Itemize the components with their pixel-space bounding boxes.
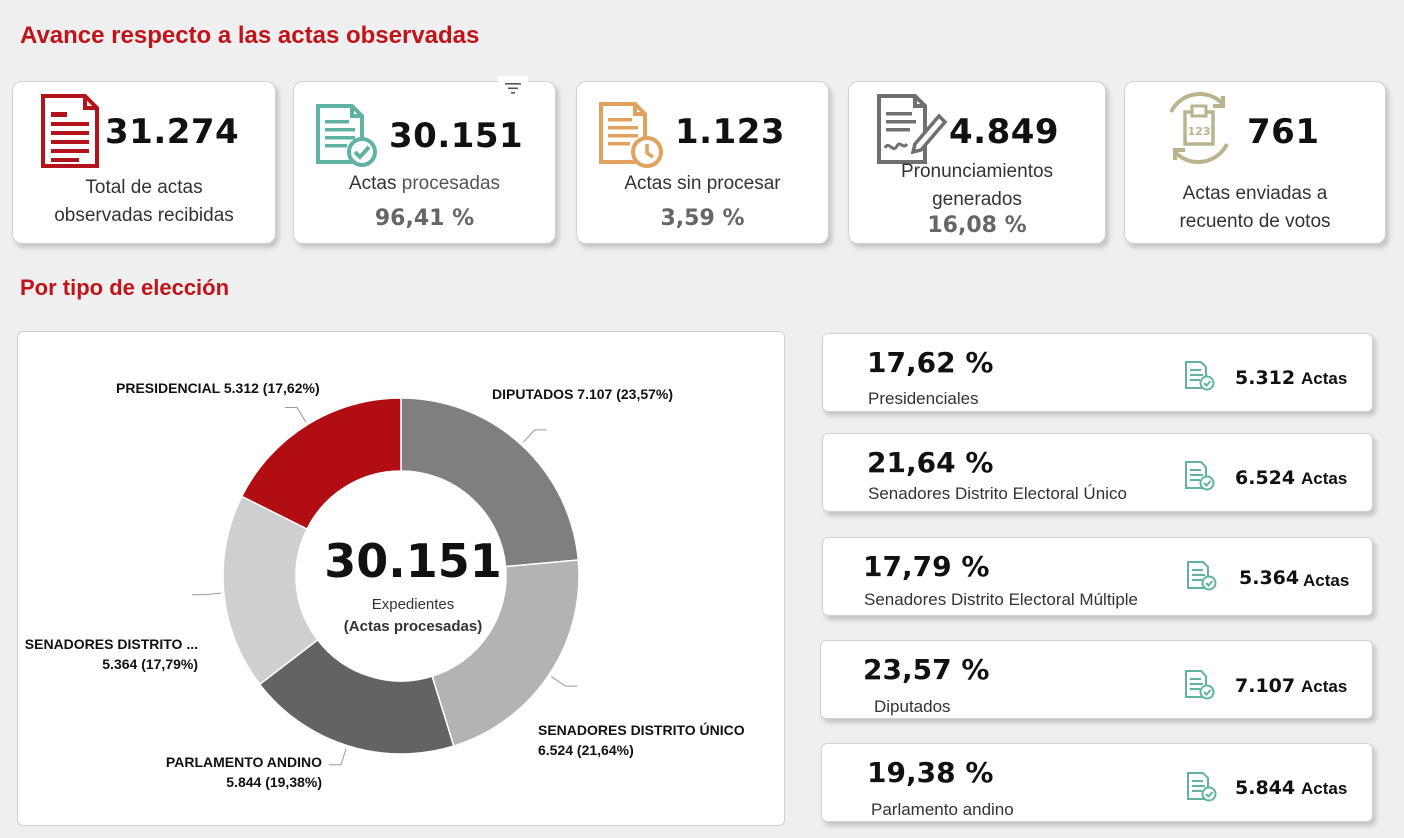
kpi-label-line1: Total de actas: [85, 177, 203, 198]
breakdown-count: 5.844: [1235, 777, 1296, 799]
kpi-label-line2: generados: [932, 189, 1022, 210]
donut-chart-card: 30.151 Expedientes (Actas procesadas) DI…: [17, 331, 785, 826]
donut-label-value: 5.844 (19,38%): [226, 774, 322, 790]
breakdown-card: 17,62 % Presidenciales 5.312 Actas: [822, 333, 1373, 412]
breakdown-card: 19,38 % Parlamento andino 5.844 Actas: [821, 743, 1373, 822]
breakdown-percent: 17,62 %: [867, 346, 994, 379]
breakdown-count: 5.364: [1239, 567, 1300, 589]
document-check-icon: [316, 104, 377, 167]
breakdown-percent: 17,79 %: [863, 550, 990, 583]
kpi-label: Actas enviadas a recuento de votos: [1125, 180, 1385, 236]
breakdown-count: 6.524: [1235, 467, 1296, 489]
donut-label-text: SENADORES DISTRITO ÚNICO: [538, 722, 745, 738]
donut-hole: [296, 471, 506, 681]
document-check-icon: [1185, 670, 1215, 700]
kpi-label-line2: observadas recibidas: [54, 205, 234, 226]
breakdown-name: Senadores Distrito Electoral Único: [868, 484, 1127, 503]
kpi-value: 31.274: [105, 112, 240, 152]
document-check-icon: [1187, 772, 1217, 802]
breakdown-name: Parlamento andino: [871, 800, 1014, 819]
breakdown-percent: 21,64 %: [867, 446, 994, 479]
donut-center-value: 30.151: [324, 534, 502, 588]
breakdown-name: Presidenciales: [868, 389, 979, 408]
breakdown-name: Diputados: [874, 697, 951, 716]
breakdown-unit: Actas: [1301, 369, 1348, 388]
document-check-icon: [1187, 561, 1217, 591]
kpi-value: 4.849: [949, 112, 1060, 152]
document-check-icon: [1185, 461, 1215, 491]
donut-leader-line: [551, 676, 578, 687]
kpi-label: Pronunciamientos generados: [849, 158, 1105, 214]
kpi-label-suffix: procesadas: [401, 173, 501, 194]
breakdown-card: 21,64 % Senadores Distrito Electoral Úni…: [822, 433, 1373, 512]
breakdown-percent: 23,57 %: [863, 653, 990, 686]
donut-leader-line: [328, 748, 347, 766]
breakdown-count: 5.312: [1235, 367, 1296, 389]
kpi-label: Actas sin procesar: [624, 173, 781, 194]
kpi-value: 30.151: [389, 116, 524, 156]
ballot-box-recount-icon: 123: [1169, 92, 1229, 164]
document-check-icon: [1185, 361, 1215, 391]
donut-chart: [191, 397, 580, 766]
kpi-label-line2: recuento de votos: [1179, 211, 1331, 232]
kpi-card-procesadas: 30.151 Actas procesadas 96,41 %: [293, 76, 556, 244]
donut-label-presidencial: PRESIDENCIAL 5.312 (17,62%): [116, 378, 320, 398]
breakdown-card: 17,79 % Senadores Distrito Electoral Múl…: [822, 537, 1373, 616]
filter-icon[interactable]: [498, 76, 528, 102]
kpi-percent: 16,08 %: [927, 213, 1027, 238]
svg-text:123: 123: [1188, 125, 1211, 138]
donut-leader-line: [191, 592, 221, 596]
kpi-label: Actas procesadas: [294, 170, 555, 198]
page-title: Avance respecto a las actas observadas: [20, 22, 480, 49]
document-lines-icon: [41, 94, 99, 168]
kpi-card-recuento: 123 761 Actas enviadas a recuento de vot…: [1124, 81, 1386, 244]
donut-center-line1: Expedientes: [371, 596, 455, 613]
breakdown-name: Senadores Distrito Electoral Múltiple: [864, 590, 1139, 609]
donut-center-line2: (Actas procesadas): [343, 618, 483, 635]
document-signature-icon: [877, 94, 947, 164]
document-clock-icon: [599, 102, 663, 168]
breakdown-unit: Actas: [1301, 469, 1348, 488]
donut-label-text: SENADORES DISTRITO ...: [24, 636, 198, 652]
kpi-card-pronunciamientos: 4.849 Pronunciamientos generados 16,08 %: [848, 81, 1106, 244]
breakdown-unit: Actas: [1301, 677, 1348, 696]
kpi-label-line1: Pronunciamientos: [900, 161, 1054, 182]
kpi-value: 1.123: [675, 112, 786, 152]
donut-leader-line: [284, 407, 307, 423]
kpi-label-line1: Actas enviadas a: [1182, 183, 1328, 204]
donut-leader-line: [522, 429, 547, 443]
breakdown-unit: Actas: [1301, 779, 1348, 798]
kpi-card-total: 31.274 Total de actas observadas recibid…: [12, 81, 276, 244]
breakdown-count: 7.107: [1235, 675, 1296, 697]
donut-label-text: DIPUTADOS 7.107 (23,57%): [492, 386, 674, 402]
donut-label-parlamento: PARLAMENTO ANDINO 5.844 (19,38%): [142, 752, 322, 792]
donut-label-value: 5.364 (17,79%): [102, 656, 198, 672]
kpi-percent: 3,59 %: [660, 206, 745, 231]
kpi-percent: 96,41 %: [374, 206, 475, 231]
donut-label-senadores-unico: SENADORES DISTRITO ÚNICO 6.524 (21,64%): [538, 720, 745, 760]
kpi-label: Total de actas observadas recibidas: [13, 174, 275, 230]
kpi-label-prefix: Actas: [348, 173, 402, 194]
donut-label-text: PARLAMENTO ANDINO: [165, 754, 322, 770]
kpi-card-sin-procesar: 1.123 Actas sin procesar 3,59 %: [576, 81, 829, 244]
donut-label-diputados: DIPUTADOS 7.107 (23,57%): [492, 384, 673, 404]
section-title-por-tipo: Por tipo de elección: [20, 275, 230, 300]
breakdown-unit: Actas: [1303, 571, 1350, 590]
breakdown-percent: 19,38 %: [867, 756, 994, 789]
donut-label-value: 6.524 (21,64%): [538, 742, 634, 758]
kpi-value: 761: [1247, 112, 1320, 152]
donut-label-text: PRESIDENCIAL 5.312 (17,62%): [116, 380, 320, 396]
donut-label-senadores-multiple: SENADORES DISTRITO ... 5.364 (17,79%): [20, 634, 198, 674]
breakdown-card: 23,57 % Diputados 7.107 Actas: [820, 640, 1373, 719]
